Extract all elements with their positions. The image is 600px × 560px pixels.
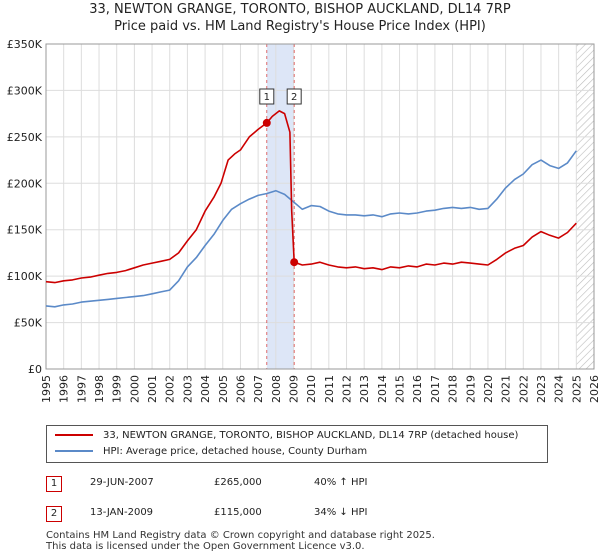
x-tick-label: 2012 xyxy=(341,375,354,403)
x-tick-label: 2020 xyxy=(482,375,495,403)
y-tick-label: £300K xyxy=(7,84,43,97)
y-tick-label: £350K xyxy=(7,38,43,51)
y-tick-label: £200K xyxy=(7,177,43,190)
x-tick-label: 2010 xyxy=(305,375,318,403)
x-tick-label: 1997 xyxy=(75,375,88,403)
y-tick-label: £50K xyxy=(14,317,43,330)
legend-swatch-hpi xyxy=(55,450,93,452)
sale-point xyxy=(290,258,299,267)
legend-item-property: 33, NEWTON GRANGE, TORONTO, BISHOP AUCKL… xyxy=(55,428,518,444)
legend-label-hpi: HPI: Average price, detached house, Coun… xyxy=(103,446,368,457)
plot-frame xyxy=(45,43,595,370)
x-tick-label: 2005 xyxy=(217,375,230,403)
sale-date: 29-JUN-2007 xyxy=(90,477,154,488)
chart-title: 33, NEWTON GRANGE, TORONTO, BISHOP AUCKL… xyxy=(89,2,511,17)
footer-attribution: Contains HM Land Registry data © Crown c… xyxy=(46,530,435,552)
y-tick-label: £250K xyxy=(7,131,43,144)
chart-title-block: 33, NEWTON GRANGE, TORONTO, BISHOP AUCKL… xyxy=(0,1,600,35)
x-tick-label: 1998 xyxy=(93,375,106,403)
projection-hatch xyxy=(576,44,594,369)
x-tick-label: 2007 xyxy=(252,375,265,403)
sale-hpi-diff: 40% ↑ HPI xyxy=(314,477,368,488)
x-tick-label: 2017 xyxy=(429,375,442,403)
sale-marker-badge: 1 xyxy=(46,476,62,492)
y-tick-label: £100K xyxy=(7,270,43,283)
sales-table: 1 29-JUN-2007 £265,000 40% ↑ HPI 2 13-JA… xyxy=(46,476,566,536)
x-tick-label: 2000 xyxy=(128,375,141,403)
x-tick-label: 2013 xyxy=(358,375,371,403)
x-tick-label: 2018 xyxy=(447,375,460,403)
sale-hpi-diff: 34% ↓ HPI xyxy=(314,507,368,518)
x-tick-label: 2006 xyxy=(234,375,247,403)
x-tick-label: 2019 xyxy=(464,375,477,403)
footer-copyright: Contains HM Land Registry data © Crown c… xyxy=(46,530,435,541)
x-tick-label: 2025 xyxy=(570,375,583,403)
x-tick-label: 1999 xyxy=(111,375,124,403)
x-tick-label: 2009 xyxy=(287,375,300,403)
x-tick-label: 2016 xyxy=(411,375,424,403)
legend-item-hpi: HPI: Average price, detached house, Coun… xyxy=(55,444,367,460)
x-tick-label: 2015 xyxy=(394,375,407,403)
sale-row: 2 13-JAN-2009 £115,000 34% ↓ HPI xyxy=(46,506,566,526)
x-tick-label: 2026 xyxy=(588,375,600,403)
sale-row: 1 29-JUN-2007 £265,000 40% ↑ HPI xyxy=(46,476,566,496)
x-tick-label: 2022 xyxy=(517,375,530,403)
sale-marker-badge: 2 xyxy=(46,506,62,522)
legend-label-property: 33, NEWTON GRANGE, TORONTO, BISHOP AUCKL… xyxy=(103,430,519,441)
sale-price: £265,000 xyxy=(214,477,262,488)
sale-label-text: 1 xyxy=(264,92,270,103)
x-tick-label: 2008 xyxy=(270,375,283,403)
x-tick-label: 2011 xyxy=(323,375,336,403)
y-tick-label: £0 xyxy=(28,363,42,376)
x-tick-label: 2023 xyxy=(535,375,548,403)
x-tick-label: 2004 xyxy=(199,375,212,403)
x-tick-label: 2002 xyxy=(164,375,177,403)
chart-legend: 33, NEWTON GRANGE, TORONTO, BISHOP AUCKL… xyxy=(46,425,548,463)
sale-price: £115,000 xyxy=(214,507,262,518)
sale-label-box xyxy=(259,88,275,105)
sale-label-box xyxy=(286,88,302,105)
legend-swatch-property xyxy=(55,434,93,436)
x-tick-label: 2014 xyxy=(376,375,389,403)
x-tick-label: 2001 xyxy=(146,375,159,403)
price-chart: £0 £50K £100K £150K £200K £250K £300K £350K 1995… xyxy=(7,38,600,403)
chart-subtitle: Price paid vs. HM Land Registry's House … xyxy=(114,19,486,34)
x-tick-label: 2003 xyxy=(181,375,194,403)
x-tick-label: 2024 xyxy=(553,375,566,403)
x-tick-label: 1995 xyxy=(40,375,53,403)
x-tick-label: 1996 xyxy=(58,375,71,403)
series-line-hpi xyxy=(45,150,577,308)
y-tick-label: £150K xyxy=(7,224,43,237)
sale-point xyxy=(262,118,271,127)
x-tick-label: 2021 xyxy=(500,375,513,403)
sale-date: 13-JAN-2009 xyxy=(90,507,154,518)
footer-licence: This data is licensed under the Open Gov… xyxy=(46,541,365,552)
sale-label-text: 2 xyxy=(291,92,297,103)
